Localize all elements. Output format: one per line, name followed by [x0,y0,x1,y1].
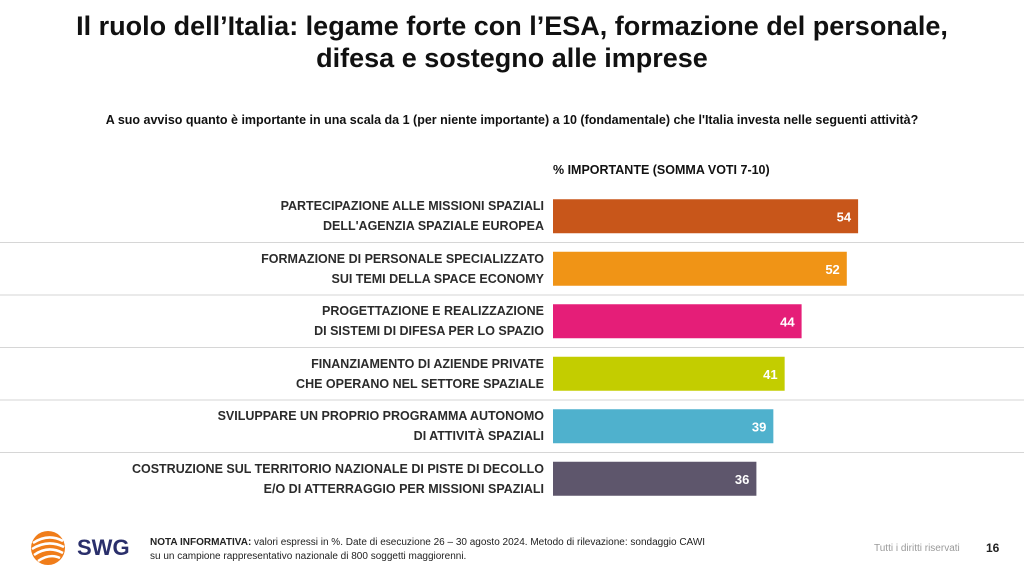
category-label-4-line-1: FINANZIAMENTO DI AZIENDE PRIVATE [311,356,544,371]
category-label-6-line-2: E/O DI ATTERRAGGIO PER MISSIONI SPAZIALI [263,481,544,496]
category-label-3-line-1: PROGETTAZIONE E REALIZZAZIONE [322,304,544,319]
footer-note-line-2: su un campione rappresentativo nazionale… [150,551,467,562]
category-label-5-line-1: SVILUPPARE UN PROPRIO PROGRAMMA AUTONOMO [217,409,544,424]
category-label-6: COSTRUZIONE SUL TERRITORIO NAZIONALE DI … [0,459,544,499]
rights-notice: Tutti i diritti riservati [874,543,960,554]
page-title: Il ruolo dell’Italia: legame forte con l… [0,10,1024,74]
category-label-2: FORMAZIONE DI PERSONALE SPECIALIZZATO SUI… [0,249,544,289]
bar-2 [553,251,847,286]
bar-value-1: 54 [837,209,852,224]
bar-value-5: 39 [752,419,766,434]
swg-globe-icon [31,531,65,565]
footer-note-title: NOTA INFORMATIVA: [150,537,252,548]
footer-note: NOTA INFORMATIVA: valori espressi in %. … [150,536,705,564]
swg-logo-text: SWG [77,535,130,560]
category-label-1: PARTECIPAZIONE ALLE MISSIONI SPAZIALI DEL… [0,196,544,236]
title-line-2: difesa e sostegno alle imprese [316,43,708,73]
category-label-6-line-1: COSTRUZIONE SUL TERRITORIO NAZIONALE DI … [131,461,544,476]
category-label-5: SVILUPPARE UN PROPRIO PROGRAMMA AUTONOMO… [0,406,544,446]
category-label-4-line-2: CHE OPERANO NEL SETTORE SPAZIALE [296,376,544,391]
scale-label: % IMPORTANTE (SOMMA VOTI 7-10) [553,163,770,177]
bar-4 [553,356,785,391]
survey-question: A suo avviso quanto è importante in una … [105,113,919,127]
category-label-4: FINANZIAMENTO DI AZIENDE PRIVATE CHE OPER… [0,354,544,394]
category-label-3-line-2: DI SISTEMI DI DIFESA PER LO SPAZIO [314,324,544,339]
category-label-3: PROGETTAZIONE E REALIZZAZIONE DI SISTEMI … [0,301,544,341]
bar-value-6: 36 [735,472,749,487]
category-label-2-line-2: SUI TEMI DELLA SPACE ECONOMY [331,271,544,286]
bar-3 [553,304,802,339]
category-label-5-line-2: DI ATTIVITÀ SPAZIALI [413,429,544,444]
bar-value-4: 41 [763,367,777,382]
bar-1 [553,199,859,234]
category-label-1-line-1: PARTECIPAZIONE ALLE MISSIONI SPAZIALI [280,199,544,214]
title-line-1: Il ruolo dell’Italia: legame forte con l… [76,11,948,41]
category-label-2-line-1: FORMAZIONE DI PERSONALE SPECIALIZZATO [261,251,544,266]
footer-note-line-1: valori espressi in %. Date di esecuzione… [251,537,706,548]
category-label-1-line-2: DELL'AGENZIA SPAZIALE EUROPEA [322,219,544,234]
bar-5 [553,409,774,444]
bar-value-3: 44 [780,314,795,329]
bar-6 [553,461,757,496]
bar-value-2: 52 [825,262,839,277]
page-number: 16 [986,541,1000,555]
